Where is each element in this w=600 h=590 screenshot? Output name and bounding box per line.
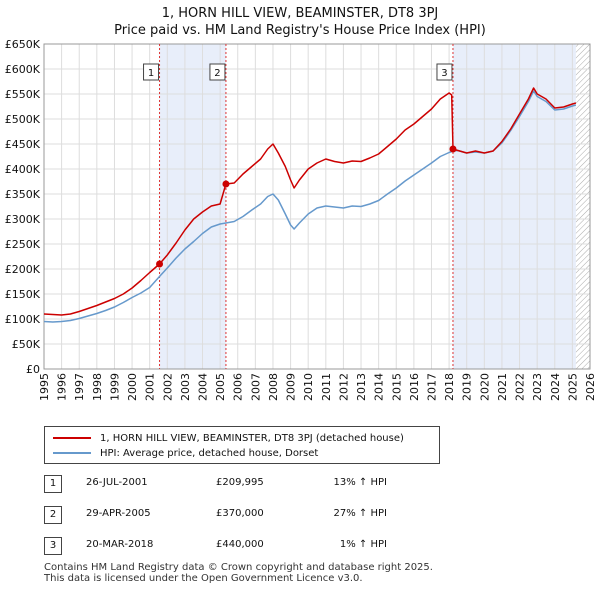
sale-price: £370,000: [216, 508, 264, 519]
legend-label-hpi: HPI: Average price, detached house, Dors…: [100, 447, 319, 459]
x-tick-label: 2017: [425, 373, 438, 401]
x-tick-label: 2010: [302, 373, 315, 401]
sale-marker-box: [143, 63, 160, 81]
y-tick-label: £0: [26, 363, 40, 376]
x-tick-label: 2014: [373, 373, 386, 401]
y-tick-label: £450K: [5, 138, 41, 151]
sale-date: 29-APR-2005: [86, 508, 151, 519]
x-tick-label: 1997: [73, 373, 86, 401]
sale-hpi-change: 27% ↑ HPI: [333, 508, 387, 519]
sale-point: [156, 260, 164, 268]
sale-number-badge: 1: [44, 475, 62, 493]
x-tick-label: 2026: [584, 373, 597, 401]
x-tick-label: 2025: [566, 373, 579, 401]
y-tick-label: £100K: [5, 313, 41, 326]
y-tick-label: £300K: [5, 213, 41, 226]
legend-label-property: 1, HORN HILL VIEW, BEAMINSTER, DT8 3PJ (…: [100, 432, 404, 444]
sale-price: £209,995: [216, 477, 264, 488]
shaded-period: [159, 44, 226, 369]
x-tick-label: 2012: [337, 373, 350, 401]
y-tick-label: £250K: [5, 238, 41, 251]
y-tick-label: £150K: [5, 288, 41, 301]
title-line-2: Price paid vs. HM Land Registry's House …: [114, 23, 486, 38]
sale-row: 3 20-MAR-2018 £440,000 1% ↑ HPI: [44, 537, 444, 555]
sale-marker-label: 1: [148, 68, 154, 79]
sale-hpi-change: 13% ↑ HPI: [333, 477, 387, 488]
x-tick-label: 2018: [443, 373, 456, 401]
plot-border: [43, 43, 591, 370]
x-tick-label: 2008: [267, 373, 280, 401]
sale-number-badge: 3: [44, 537, 62, 555]
shaded-period: [452, 44, 576, 369]
x-tick-label: 1996: [56, 373, 69, 401]
x-tick-label: 2007: [249, 373, 262, 401]
property-price-line: [43, 87, 577, 316]
y-tick-label: £200K: [5, 263, 41, 276]
x-tick-label: 1995: [38, 373, 51, 401]
y-tick-label: £400K: [5, 163, 41, 176]
x-tick-label: 2022: [514, 373, 527, 401]
x-tick-label: 2019: [461, 373, 474, 401]
sale-row: 2 29-APR-2005 £370,000 27% ↑ HPI: [44, 506, 444, 524]
sale-row: 1 26-JUL-2001 £209,995 13% ↑ HPI: [44, 475, 444, 493]
sale-price: £440,000: [216, 539, 264, 550]
chart-title: 1, HORN HILL VIEW, BEAMINSTER, DT8 3PJ P…: [0, 5, 600, 39]
x-tick-label: 2024: [549, 373, 562, 401]
legend-item-hpi: HPI: Average price, detached house, Dors…: [53, 446, 318, 460]
x-tick-label: 2016: [408, 373, 421, 401]
x-tick-label: 2023: [531, 373, 544, 401]
y-tick-label: £500K: [5, 113, 41, 126]
x-tick-label: 1999: [108, 373, 121, 401]
y-tick-label: £650K: [5, 38, 41, 51]
x-tick-label: 2003: [179, 373, 192, 401]
x-tick-label: 2013: [355, 373, 368, 401]
x-tick-label: 2002: [161, 373, 174, 401]
footer: Contains HM Land Registry data © Crown c…: [44, 562, 433, 584]
y-tick-label: £350K: [5, 188, 41, 201]
x-tick-label: 2009: [285, 373, 298, 401]
y-tick-label: £50K: [12, 338, 41, 351]
x-tick-label: 1998: [91, 373, 104, 401]
y-tick-label: £600K: [5, 63, 41, 76]
sale-date: 26-JUL-2001: [86, 477, 148, 488]
legend-swatch-property: [53, 437, 91, 439]
sale-marker-box: [436, 63, 453, 81]
x-tick-label: 2020: [478, 373, 491, 401]
title-line-1: 1, HORN HILL VIEW, BEAMINSTER, DT8 3PJ: [161, 6, 439, 21]
legend-item-property: 1, HORN HILL VIEW, BEAMINSTER, DT8 3PJ (…: [53, 431, 404, 445]
y-tick-label: £550K: [5, 88, 41, 101]
sale-number-badge: 2: [44, 506, 62, 524]
sale-marker-label: 2: [214, 68, 220, 79]
sale-point: [222, 180, 230, 188]
sale-marker-label: 3: [441, 68, 447, 79]
legend-swatch-hpi: [53, 452, 91, 454]
x-tick-label: 2000: [126, 373, 139, 401]
sale-marker-box: [209, 63, 226, 81]
footer-copyright: Contains HM Land Registry data © Crown c…: [44, 562, 433, 573]
sale-point: [449, 145, 457, 153]
hatched-region: [575, 44, 590, 369]
price-chart: £0 £50K £100K £150K £200K £250K £300K £350K £400…: [5, 38, 597, 401]
footer-licence: This data is licensed under the Open Gov…: [44, 573, 363, 584]
x-tick-label: 2004: [197, 373, 210, 401]
x-tick-label: 2011: [320, 373, 333, 401]
x-tick-label: 2005: [214, 373, 227, 401]
x-tick-label: 2001: [144, 373, 157, 401]
legend: 1, HORN HILL VIEW, BEAMINSTER, DT8 3PJ (…: [44, 426, 440, 464]
x-tick-label: 2006: [232, 373, 245, 401]
sale-date: 20-MAR-2018: [86, 539, 154, 550]
x-tick-label: 2015: [390, 373, 403, 401]
sale-hpi-change: 1% ↑ HPI: [339, 539, 387, 550]
x-tick-label: 2021: [496, 373, 509, 401]
